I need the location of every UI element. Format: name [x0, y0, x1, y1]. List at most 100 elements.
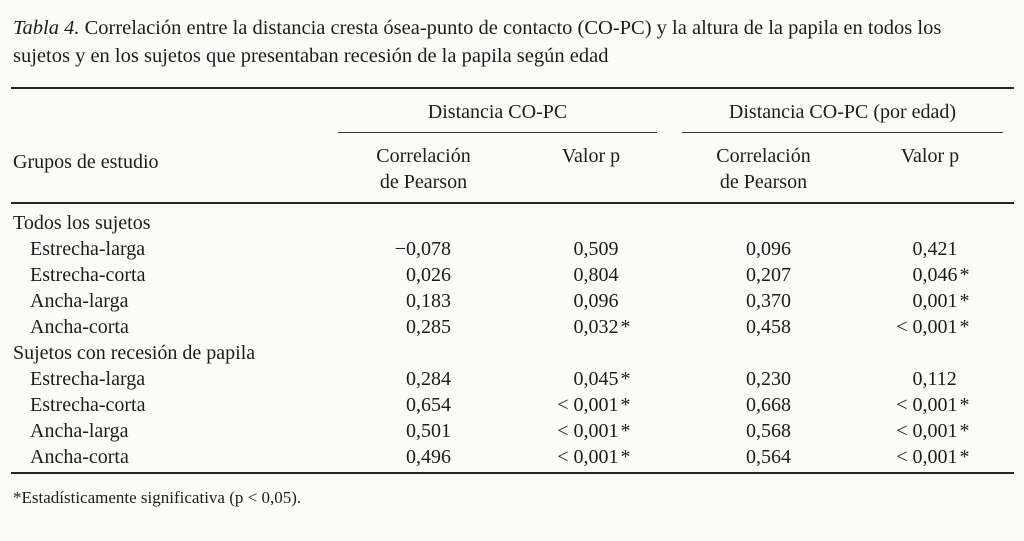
- column-group-label: Distancia CO-PC: [338, 89, 657, 133]
- value-cell: 0,026: [346, 262, 501, 288]
- value-cell: 0,568: [681, 418, 846, 444]
- group-label: Estrecha-corta: [30, 394, 146, 416]
- value-number: 0,207: [746, 264, 791, 286]
- value-number: 0,668: [746, 394, 791, 416]
- value-number: 0,370: [746, 290, 791, 312]
- significance-asterisk: [453, 236, 467, 262]
- value-cell: 0,032 *: [501, 314, 681, 340]
- value-cell: 0,001 *: [846, 288, 1014, 314]
- table-caption-text-line2: sujetos y en los sujetos que presentaban…: [13, 45, 609, 67]
- significance-asterisk: *: [959, 420, 970, 442]
- value-prefix: <: [896, 420, 913, 442]
- value-cell: < 0,001 *: [501, 418, 681, 444]
- value-number: 0,001: [912, 394, 958, 416]
- value-cell: 0,421: [846, 236, 1014, 262]
- value-number: 0,096: [573, 290, 619, 312]
- value-number: 0,032: [573, 316, 619, 338]
- column-header-line: Valor p: [561, 145, 621, 167]
- column-header-row: Grupos de estudio Correlación de Pearson…: [11, 133, 1014, 202]
- value-number: 0,001: [573, 394, 619, 416]
- significance-asterisk: [453, 262, 467, 288]
- value-cell: 0,046 *: [846, 262, 1014, 288]
- value-number: 0,001: [912, 290, 958, 312]
- value-prefix: [887, 366, 913, 392]
- significance-asterisk: *: [959, 264, 970, 286]
- column-group-distancia-copc: Distancia CO-PC: [338, 89, 681, 133]
- value-cell: −0,078: [346, 236, 501, 262]
- significance-asterisk: *: [620, 446, 631, 468]
- column-header-pearson-1: Correlación de Pearson: [346, 133, 501, 202]
- significance-asterisk: *: [959, 316, 970, 338]
- value-prefix: [887, 288, 913, 314]
- value-prefix: [380, 392, 406, 418]
- value-cell: 0,804: [501, 262, 681, 288]
- significance-asterisk: *: [959, 394, 970, 416]
- value-number: 0,001: [912, 446, 958, 468]
- significance-asterisk: *: [620, 394, 631, 416]
- significance-asterisk: [793, 314, 807, 340]
- significance-asterisk: [453, 392, 467, 418]
- value-number: 0,001: [573, 446, 619, 468]
- value-cell: 0,285: [346, 314, 501, 340]
- data-row: Estrecha-larga 0,284 0,045 * 0,230 0,112: [11, 366, 1014, 392]
- group-label: Ancha-corta: [30, 446, 129, 468]
- column-group-row: Distancia CO-PC Distancia CO-PC (por eda…: [11, 89, 1014, 133]
- value-number: 0,421: [912, 238, 958, 260]
- section-label: Todos los sujetos: [13, 212, 151, 234]
- value-prefix: <: [557, 446, 574, 468]
- significance-asterisk: [453, 288, 467, 314]
- table-caption-text-line1: Correlación entre la distancia cresta ós…: [84, 17, 942, 39]
- data-row: Estrecha-larga −0,078 0,509 0,096 0,421: [11, 236, 1014, 262]
- value-prefix: [548, 366, 574, 392]
- value-number: 0,078: [406, 238, 451, 260]
- data-row: Estrecha-corta 0,026 0,804 0,207 0,046 *: [11, 262, 1014, 288]
- value-prefix: <: [896, 446, 913, 468]
- column-group-spacer: [11, 89, 346, 133]
- value-cell: < 0,001 *: [846, 418, 1014, 444]
- value-number: 0,458: [746, 316, 791, 338]
- data-row: Estrecha-corta 0,654 < 0,001 * 0,668 < 0,001 *: [11, 392, 1014, 418]
- column-header-line: de Pearson: [379, 171, 468, 193]
- column-header-valor-p-1: Valor p: [501, 133, 681, 202]
- value-prefix: [548, 236, 574, 262]
- value-number: 0,045: [573, 368, 619, 390]
- data-row: Ancha-corta 0,285 0,032 * 0,458 < 0,001 *: [11, 314, 1014, 340]
- value-cell: 0,370: [681, 288, 846, 314]
- table-header: Distancia CO-PC Distancia CO-PC (por eda…: [11, 89, 1014, 204]
- value-cell: 0,207: [681, 262, 846, 288]
- column-header-valor-p-2: Valor p: [846, 133, 1014, 202]
- group-label: Ancha-corta: [30, 316, 129, 338]
- value-number: 0,230: [746, 368, 791, 390]
- value-cell: < 0,001 *: [846, 444, 1014, 470]
- value-prefix: [380, 314, 406, 340]
- column-header-line: Valor p: [900, 145, 960, 167]
- scanned-paper-page: Tabla 4. Correlación entre la distancia …: [0, 14, 1024, 508]
- value-prefix: <: [896, 394, 913, 416]
- value-prefix: [887, 236, 913, 262]
- significance-asterisk: [793, 418, 807, 444]
- value-number: 0,654: [406, 394, 451, 416]
- value-number: 0,284: [406, 368, 451, 390]
- value-number: 0,804: [573, 264, 619, 286]
- value-prefix: <: [557, 394, 574, 416]
- significance-asterisk: [793, 444, 807, 470]
- value-prefix: [720, 444, 746, 470]
- value-prefix: [720, 366, 746, 392]
- value-cell: 0,496: [346, 444, 501, 470]
- value-number: 0,096: [746, 238, 791, 260]
- column-header-line: Correlación: [376, 145, 471, 167]
- group-label: Ancha-larga: [30, 420, 129, 442]
- column-header-pearson-2: Correlación de Pearson: [681, 133, 846, 202]
- value-prefix: [548, 314, 574, 340]
- data-row: Ancha-larga 0,183 0,096 0,370 0,001 *: [11, 288, 1014, 314]
- significance-asterisk: *: [959, 446, 970, 468]
- value-prefix: [380, 262, 406, 288]
- value-prefix: [720, 236, 746, 262]
- value-number: 0,501: [406, 420, 451, 442]
- value-number: 0,568: [746, 420, 791, 442]
- value-cell: 0,045 *: [501, 366, 681, 392]
- significance-asterisk: [793, 236, 807, 262]
- value-prefix: [720, 314, 746, 340]
- value-cell: < 0,001 *: [846, 314, 1014, 340]
- value-cell: < 0,001 *: [501, 392, 681, 418]
